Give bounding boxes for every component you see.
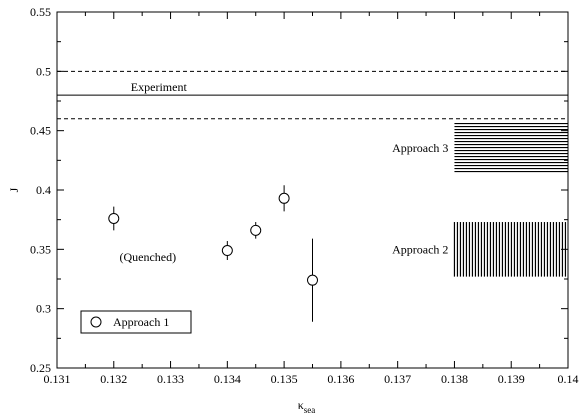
x-tick-label: 0.131 bbox=[44, 372, 71, 386]
approach-2-label: Approach 2 bbox=[392, 242, 448, 256]
x-tick-label: 0.133 bbox=[157, 372, 184, 386]
y-axis-title: J bbox=[7, 187, 21, 192]
x-tick-label: 0.139 bbox=[498, 372, 525, 386]
approach-2-band bbox=[453, 222, 567, 277]
x-tick-label: 0.132 bbox=[100, 372, 127, 386]
legend-box bbox=[80, 310, 192, 334]
x-tick-label: 0.135 bbox=[271, 372, 298, 386]
y-tick-label: 0.3 bbox=[36, 302, 51, 316]
x-tick-label: 0.134 bbox=[214, 372, 241, 386]
y-tick-label: 0.45 bbox=[30, 124, 51, 138]
x-axis-title-subscript: sea bbox=[304, 405, 316, 415]
legend-label-approach-1: Approach 1 bbox=[113, 315, 169, 329]
x-axis-title: κsea bbox=[298, 398, 316, 415]
data-marker bbox=[278, 192, 290, 204]
y-tick-label: 0.25 bbox=[30, 361, 51, 375]
legend: Approach 1 bbox=[80, 310, 192, 334]
y-tick-label: 0.5 bbox=[36, 64, 51, 78]
data-point bbox=[108, 206, 120, 231]
x-axis-title-main: κ bbox=[298, 398, 304, 412]
data-point bbox=[250, 222, 262, 239]
y-tick-label: 0.35 bbox=[30, 242, 51, 256]
experiment-label: Experiment bbox=[131, 80, 188, 94]
approach-3-label: Approach 3 bbox=[392, 141, 448, 155]
data-point bbox=[307, 238, 318, 322]
x-tick-label: 0.136 bbox=[327, 372, 354, 386]
approach-3-band bbox=[454, 122, 568, 173]
data-marker bbox=[221, 245, 233, 257]
data-point bbox=[221, 241, 233, 261]
data-marker bbox=[250, 224, 262, 236]
data-marker bbox=[108, 212, 120, 224]
x-tick-label: 0.14 bbox=[558, 372, 579, 386]
data-marker bbox=[307, 274, 318, 286]
x-tick-label: 0.137 bbox=[384, 372, 411, 386]
data-point bbox=[278, 185, 290, 212]
y-tick-label: 0.55 bbox=[30, 5, 51, 19]
y-tick-label: 0.4 bbox=[36, 183, 51, 197]
x-tick-label: 0.138 bbox=[441, 372, 468, 386]
quenched-label: (Quenched) bbox=[119, 250, 176, 264]
legend-marker-approach-1 bbox=[90, 316, 102, 328]
